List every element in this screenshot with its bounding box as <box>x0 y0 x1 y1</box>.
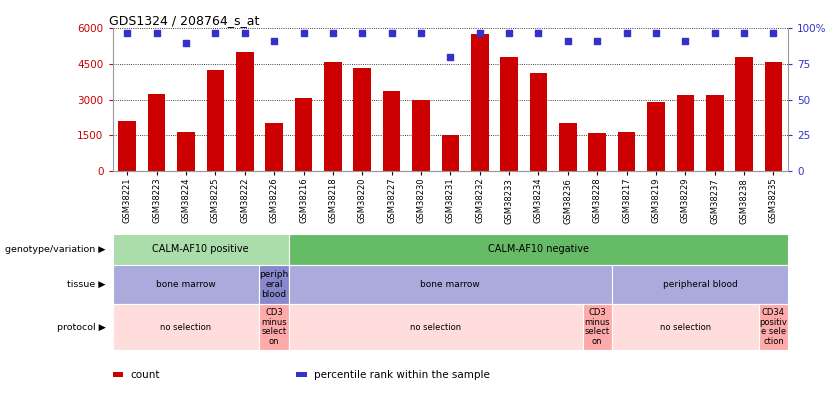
Text: periph
eral
blood: periph eral blood <box>259 270 289 299</box>
Point <box>385 30 399 36</box>
Bar <box>412 100 430 171</box>
Text: CALM-AF10 positive: CALM-AF10 positive <box>153 245 249 254</box>
Bar <box>759 304 788 350</box>
Text: tissue ▶: tissue ▶ <box>68 280 106 289</box>
Point <box>708 30 721 36</box>
Bar <box>647 102 665 171</box>
Bar <box>471 34 489 171</box>
Bar <box>383 91 400 171</box>
Bar <box>289 304 582 350</box>
Text: CD3
minus
select
on: CD3 minus select on <box>261 308 287 346</box>
Bar <box>354 68 371 171</box>
Text: no selection: no selection <box>410 322 461 332</box>
Text: peripheral blood: peripheral blood <box>663 280 737 289</box>
Point <box>590 38 604 45</box>
Bar <box>113 265 259 304</box>
Text: bone marrow: bone marrow <box>156 280 216 289</box>
Bar <box>589 133 606 171</box>
Text: genotype/variation ▶: genotype/variation ▶ <box>5 245 106 254</box>
Bar <box>612 265 788 304</box>
Bar <box>148 94 165 171</box>
Bar <box>118 121 136 171</box>
Point <box>620 30 633 36</box>
Point <box>179 39 193 46</box>
Bar <box>113 234 289 265</box>
Text: CALM-AF10 negative: CALM-AF10 negative <box>488 245 589 254</box>
Text: bone marrow: bone marrow <box>420 280 480 289</box>
Point <box>355 30 369 36</box>
Bar <box>500 57 518 171</box>
Bar <box>236 52 254 171</box>
Bar <box>207 70 224 171</box>
Point <box>326 30 339 36</box>
Bar <box>618 132 636 171</box>
Bar <box>324 62 342 171</box>
Point <box>150 30 163 36</box>
Bar <box>582 304 612 350</box>
Point <box>679 38 692 45</box>
Point <box>238 30 251 36</box>
Text: percentile rank within the sample: percentile rank within the sample <box>314 370 490 379</box>
Text: CD3
minus
select
on: CD3 minus select on <box>585 308 610 346</box>
Bar <box>259 304 289 350</box>
Point <box>444 53 457 60</box>
Point <box>268 38 281 45</box>
Bar <box>265 124 283 171</box>
Bar <box>736 57 753 171</box>
Point <box>561 38 575 45</box>
Point <box>414 30 428 36</box>
Bar <box>294 98 312 171</box>
Text: GDS1324 / 208764_s_at: GDS1324 / 208764_s_at <box>109 14 259 27</box>
Point <box>208 30 222 36</box>
Bar <box>706 95 724 171</box>
Text: CD34
positiv
e sele
ction: CD34 positiv e sele ction <box>760 308 787 346</box>
Bar <box>530 73 547 171</box>
Point <box>766 30 780 36</box>
Point <box>737 30 751 36</box>
Point <box>121 30 134 36</box>
Bar <box>612 304 759 350</box>
Bar <box>113 304 259 350</box>
Text: no selection: no selection <box>660 322 711 332</box>
Text: protocol ▶: protocol ▶ <box>57 322 106 332</box>
Bar <box>441 135 460 171</box>
Bar <box>289 265 612 304</box>
Point <box>532 30 545 36</box>
Bar <box>177 132 195 171</box>
Bar <box>289 234 788 265</box>
Bar <box>259 265 289 304</box>
Text: count: count <box>130 370 159 379</box>
Text: no selection: no selection <box>160 322 212 332</box>
Point <box>473 30 486 36</box>
Point <box>297 30 310 36</box>
Bar <box>765 62 782 171</box>
Point <box>502 30 515 36</box>
Point <box>650 30 663 36</box>
Bar <box>676 95 694 171</box>
Bar <box>559 124 576 171</box>
